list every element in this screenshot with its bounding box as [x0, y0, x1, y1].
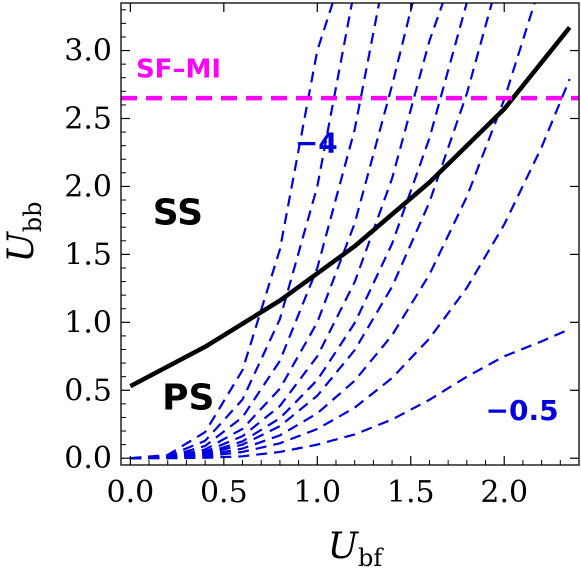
- dashed-curve-4: [130, 3, 414, 460]
- annotation: −0.5: [486, 394, 559, 427]
- dashed-curve-3: [130, 3, 381, 460]
- y-tick-label: 0.0: [64, 441, 112, 476]
- x-tick-label: 2.0: [480, 475, 528, 510]
- annotation: SF–MI: [136, 55, 221, 85]
- y-tick-label: 1.0: [64, 305, 112, 340]
- dashed-curve-2: [130, 3, 354, 460]
- dashed-curve-7: [130, 3, 493, 460]
- curves-layer: [121, 3, 579, 460]
- dashed-curve-1: [130, 3, 334, 460]
- dashed-curve-5: [130, 3, 444, 460]
- ticks-layer: 0.0 0.5 1.0 1.5 2.0 0.0 0.5 1.0 1.5 2.0 2.5 3.0: [64, 3, 579, 510]
- annotation: SS: [153, 192, 203, 233]
- annotation: −4: [295, 126, 338, 159]
- x-tick-label: 0.0: [106, 475, 154, 510]
- y-axis-label: Ubb: [1, 201, 47, 262]
- x-tick-label: 0.5: [200, 475, 248, 510]
- y-tick-label: 0.5: [64, 373, 112, 408]
- phase-boundary-curve: [129, 26, 572, 389]
- y-tick-label: 1.5: [64, 237, 112, 272]
- annotation: PS: [162, 377, 214, 418]
- y-tick-label: 2.5: [64, 102, 112, 137]
- dashed-curve-9: [130, 78, 571, 460]
- annotations-layer: SF–MI −4 SS PS −0.5: [136, 55, 559, 427]
- y-tick-label: 3.0: [64, 34, 112, 69]
- dashed-curve-10: [130, 328, 571, 460]
- x-axis-label: Ubf: [328, 526, 385, 572]
- x-tick-label: 1.5: [387, 475, 435, 510]
- y-tick-label: 2.0: [64, 169, 112, 204]
- x-tick-label: 1.0: [293, 475, 341, 510]
- plot-frame: [120, 2, 580, 466]
